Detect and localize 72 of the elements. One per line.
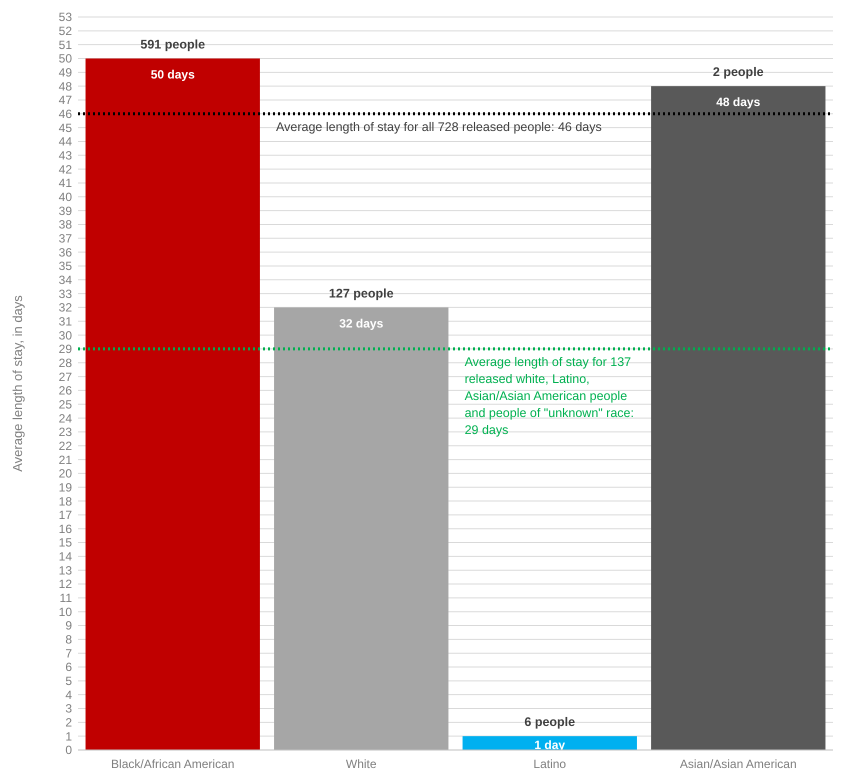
annotation: 591 people xyxy=(140,37,206,52)
y-tick-label: 13 xyxy=(58,563,72,578)
bar xyxy=(462,736,637,750)
y-tick-label: 47 xyxy=(58,93,72,108)
y-tick-label: 51 xyxy=(58,38,72,52)
y-tick-label: 41 xyxy=(58,176,72,190)
y-tick-label: 26 xyxy=(58,384,72,398)
bar xyxy=(651,86,826,750)
y-tick-label: 17 xyxy=(58,508,72,522)
x-tick-label: Asian/Asian American xyxy=(680,757,797,771)
ref-line-label: Average length of stay for all 728 released people: 46 days xyxy=(276,120,602,134)
y-tick-label: 53 xyxy=(58,10,72,24)
y-tick-label: 45 xyxy=(58,120,72,135)
y-tick-label: 28 xyxy=(58,356,72,370)
y-tick-label: 43 xyxy=(58,148,72,162)
y-tick-label: 8 xyxy=(65,632,72,647)
y-tick-label: 35 xyxy=(58,259,72,274)
y-tick-label: 40 xyxy=(58,190,72,204)
ref-line-label: Average length of stay for 137 released white, Latino, Asian/Asian American people and people of "unknown" race: 29 days xyxy=(464,354,634,437)
y-tick-label: 0 xyxy=(65,743,72,758)
data-label: 48 days xyxy=(716,95,761,110)
y-tick-label: 29 xyxy=(58,342,72,356)
y-tick-label: 11 xyxy=(60,591,72,606)
y-tick-label: 44 xyxy=(58,134,72,149)
y-tick-label: 3 xyxy=(65,702,72,716)
y-tick-label: 10 xyxy=(58,604,72,619)
x-tick-label: Latino xyxy=(533,757,566,771)
y-tick-label: 21 xyxy=(58,452,72,467)
y-tick-label: 1 xyxy=(65,729,72,744)
y-tick-label: 22 xyxy=(58,438,72,453)
x-tick-label: White xyxy=(346,757,377,771)
y-tick-label: 37 xyxy=(58,231,72,246)
y-tick-label: 38 xyxy=(58,218,72,232)
y-tick-label: 46 xyxy=(58,107,72,122)
y-tick-label: 30 xyxy=(58,328,72,342)
x-tick-label: Black/African American xyxy=(111,757,234,771)
y-tick-label: 50 xyxy=(58,52,72,66)
y-tick-label: 33 xyxy=(58,286,72,301)
y-tick-label: 20 xyxy=(58,466,72,481)
y-tick-label: 6 xyxy=(65,660,72,674)
y-tick-label: 14 xyxy=(58,550,72,564)
y-tick-label: 9 xyxy=(65,618,72,633)
bar xyxy=(274,307,448,750)
y-tick-label: 7 xyxy=(65,646,72,660)
y-tick-label: 15 xyxy=(58,536,72,550)
y-tick-label: 27 xyxy=(58,370,72,384)
y-axis-title: Average length of stay, in days xyxy=(10,294,25,472)
data-label: 32 days xyxy=(339,316,384,330)
y-tick-label: 42 xyxy=(58,162,72,176)
y-tick-label: 23 xyxy=(58,425,72,440)
y-tick-label: 4 xyxy=(65,688,72,702)
y-tick-label: 36 xyxy=(58,245,72,260)
y-tick-label: 19 xyxy=(58,480,72,494)
y-tick-label: 18 xyxy=(58,494,72,508)
y-tick-label: 31 xyxy=(58,314,72,328)
y-tick-label: 48 xyxy=(58,79,72,94)
y-tick-label: 25 xyxy=(58,397,72,412)
y-tick-label: 2 xyxy=(65,716,72,730)
y-tick-label: 5 xyxy=(65,674,72,688)
y-tick-label: 34 xyxy=(58,272,72,287)
annotation: 2 people xyxy=(712,65,764,80)
bar xyxy=(86,58,260,750)
data-label: 50 days xyxy=(150,67,196,82)
y-tick-label: 24 xyxy=(58,411,72,426)
y-tick-label: 32 xyxy=(58,300,72,315)
y-tick-label: 12 xyxy=(58,577,72,592)
annotation: 6 people xyxy=(524,715,576,730)
annotation: 127 people xyxy=(328,286,394,300)
y-tick-label: 39 xyxy=(58,204,72,218)
y-tick-label: 52 xyxy=(58,24,72,38)
y-tick-label: 16 xyxy=(58,522,72,536)
y-tick-label: 49 xyxy=(58,66,72,80)
